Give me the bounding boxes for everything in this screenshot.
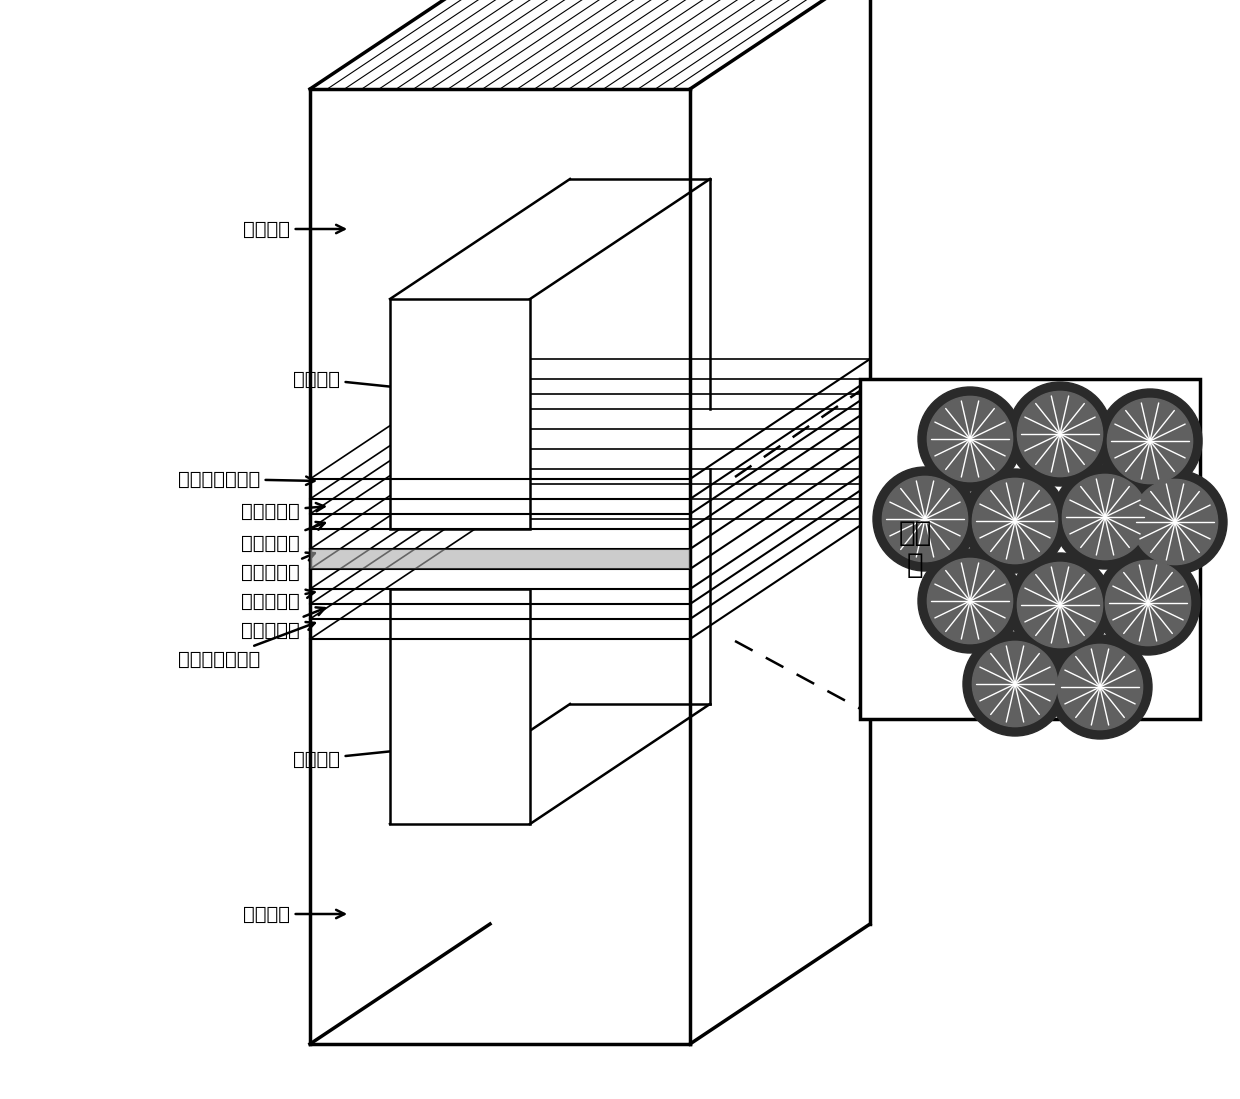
- Circle shape: [873, 467, 977, 571]
- Circle shape: [1097, 389, 1202, 493]
- Circle shape: [918, 550, 1022, 653]
- Circle shape: [1132, 479, 1218, 565]
- Text: 阳极微孔层: 阳极微孔层: [242, 501, 325, 521]
- Text: 阳极催化层: 阳极催化层: [242, 522, 325, 553]
- Bar: [391, 299, 529, 529]
- Text: 阴极极板: 阴极极板: [243, 904, 345, 923]
- Circle shape: [1008, 382, 1112, 486]
- Circle shape: [928, 558, 1013, 644]
- Text: 阴极流道: 阴极流道: [293, 736, 505, 768]
- Bar: [861, 379, 1200, 719]
- Text: 质子交换膜: 质子交换膜: [242, 553, 315, 581]
- Polygon shape: [310, 550, 689, 569]
- Circle shape: [1017, 563, 1102, 647]
- Circle shape: [1053, 465, 1157, 569]
- Text: 阴极气体扇散层: 阴极气体扇散层: [177, 622, 315, 668]
- Circle shape: [1008, 553, 1112, 657]
- Circle shape: [1017, 391, 1102, 477]
- Circle shape: [1107, 398, 1193, 484]
- Bar: [391, 589, 529, 824]
- Circle shape: [883, 476, 967, 562]
- Text: 阳极流道: 阳极流道: [293, 369, 505, 402]
- Circle shape: [928, 397, 1013, 481]
- Circle shape: [1063, 475, 1148, 559]
- Circle shape: [1123, 470, 1228, 574]
- Circle shape: [1105, 560, 1190, 645]
- Text: 阳极极板: 阳极极板: [243, 220, 345, 238]
- Circle shape: [918, 387, 1022, 491]
- Text: 阳极气体扇散层: 阳极气体扇散层: [177, 469, 315, 488]
- Text: 阴极催化层: 阴极催化层: [242, 590, 315, 611]
- Circle shape: [972, 642, 1058, 726]
- Text: 催化
层: 催化 层: [898, 519, 931, 579]
- Text: 阴极微孔层: 阴极微孔层: [242, 608, 325, 640]
- Circle shape: [963, 632, 1066, 736]
- Circle shape: [972, 478, 1058, 564]
- Circle shape: [1096, 551, 1200, 655]
- Circle shape: [1048, 635, 1152, 739]
- Circle shape: [963, 469, 1066, 573]
- Circle shape: [1058, 644, 1142, 730]
